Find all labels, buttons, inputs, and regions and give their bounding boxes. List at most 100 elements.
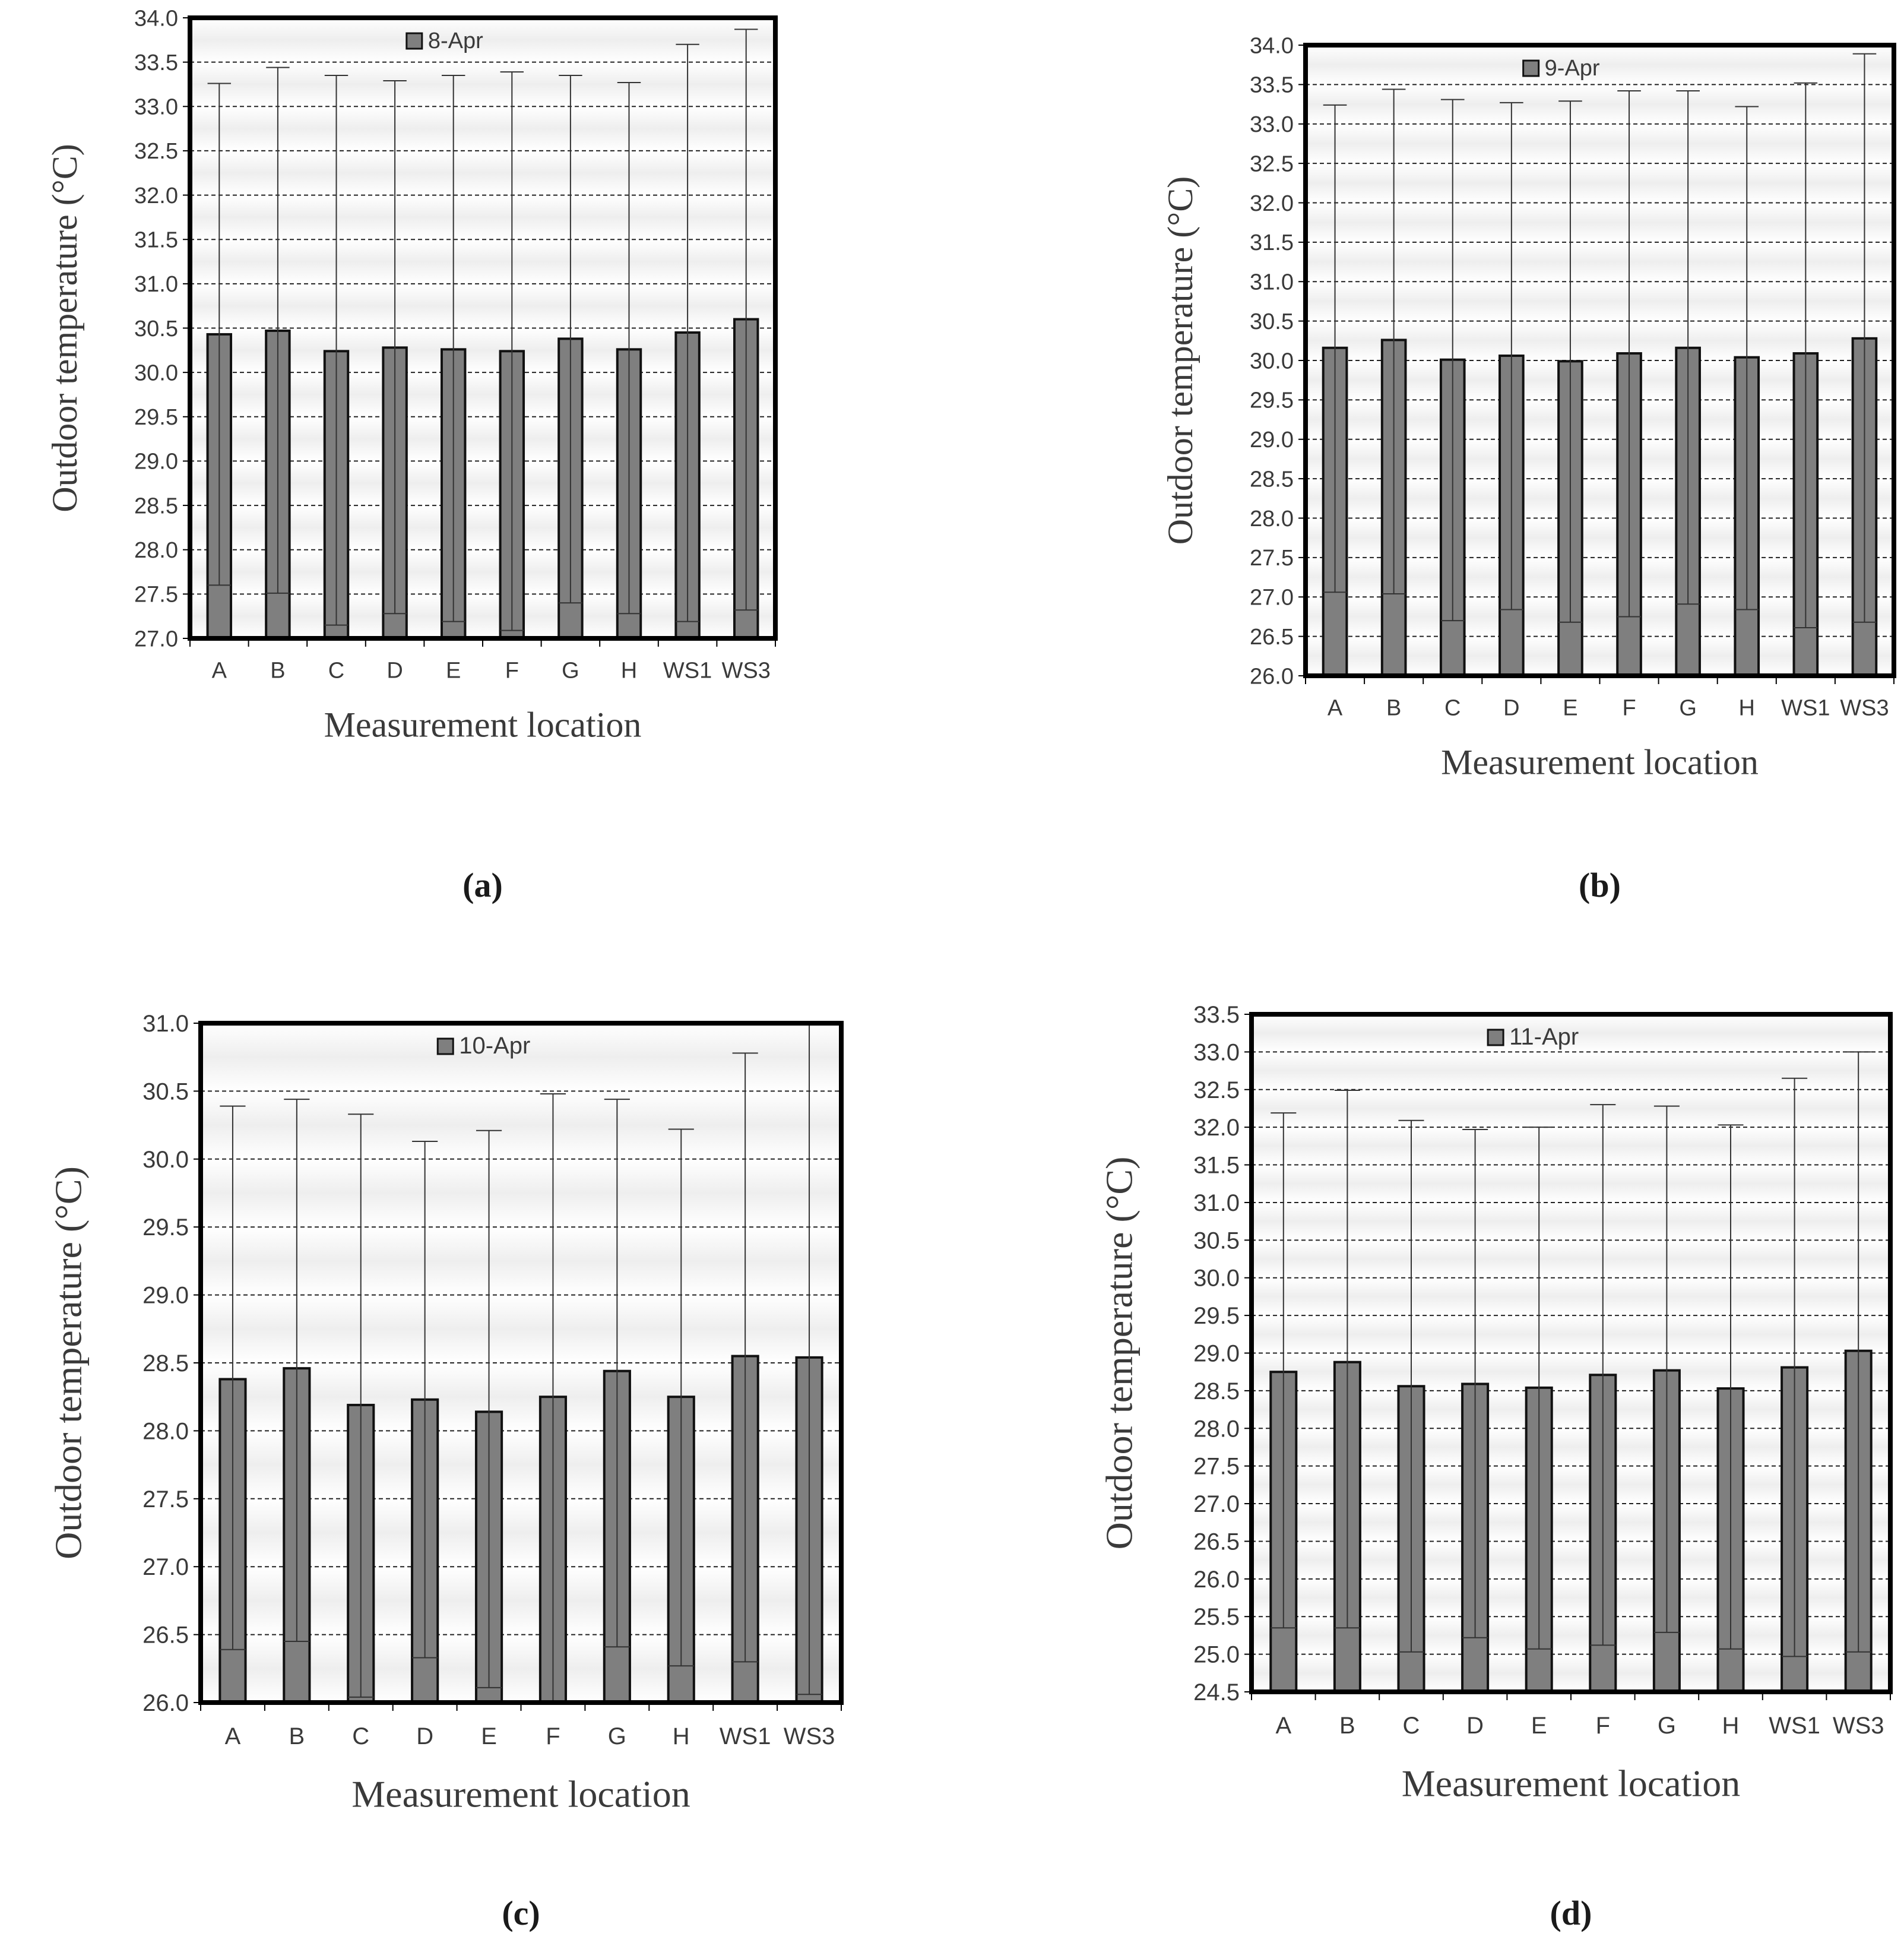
y-tick-label: 28.5 bbox=[1193, 1378, 1240, 1404]
x-tick-label: F bbox=[1596, 1713, 1610, 1739]
x-axis-title: Measurement location bbox=[1441, 743, 1759, 782]
y-tick-label: 29.0 bbox=[1250, 428, 1294, 453]
y-tick-label: 30.5 bbox=[142, 1078, 189, 1105]
x-tick-label: B bbox=[1339, 1713, 1355, 1739]
chart-panel-c: 26.0 26.5 27.0 27.5 28.0 28.5 29.0 29.5 30.0 30.5… bbox=[0, 975, 952, 1949]
y-tick-label: 27.0 bbox=[1250, 586, 1294, 610]
y-tick-label: 30.5 bbox=[1193, 1227, 1240, 1254]
y-tick-label: 28.0 bbox=[1193, 1416, 1240, 1442]
x-tick-label: WS3 bbox=[1833, 1713, 1884, 1739]
y-tick-label: 30.0 bbox=[1193, 1265, 1240, 1292]
background-band bbox=[201, 1227, 841, 1295]
y-tick-label: 27.5 bbox=[1193, 1454, 1240, 1480]
x-tick-label: D bbox=[386, 659, 403, 684]
y-tick-label: 33.0 bbox=[1250, 112, 1294, 137]
x-tick-label: D bbox=[416, 1723, 433, 1749]
x-tick-label: WS1 bbox=[720, 1723, 771, 1749]
x-tick-label: A bbox=[1328, 696, 1343, 721]
x-tick-label: WS1 bbox=[1769, 1713, 1820, 1739]
background-band bbox=[1252, 1202, 1890, 1241]
y-tick-label: 26.5 bbox=[142, 1622, 189, 1649]
plot-frame bbox=[198, 1021, 844, 1705]
x-axis-title: Measurement location bbox=[351, 1773, 690, 1815]
background-band bbox=[1252, 1052, 1890, 1090]
background-band bbox=[1306, 84, 1894, 124]
y-tick-label: 31.0 bbox=[1193, 1190, 1240, 1216]
background-band bbox=[201, 1023, 841, 1091]
y-tick-label: 28.5 bbox=[1250, 467, 1294, 492]
y-tick-label: 29.0 bbox=[142, 1283, 189, 1309]
y-tick-label: 33.5 bbox=[1250, 73, 1294, 98]
y-tick-label: 28.0 bbox=[134, 538, 178, 563]
x-tick-label: E bbox=[1531, 1713, 1547, 1739]
y-tick-label: 29.5 bbox=[142, 1214, 189, 1241]
background-band bbox=[1252, 1089, 1890, 1128]
x-tick-label: G bbox=[1658, 1713, 1676, 1739]
y-axis-title: Outdoor temperature (°C) bbox=[1161, 176, 1200, 545]
y-tick-label: 26.5 bbox=[1250, 625, 1294, 650]
y-tick-label: 33.5 bbox=[134, 50, 178, 75]
x-tick-label: WS1 bbox=[1781, 696, 1830, 721]
plot-frame bbox=[1303, 43, 1896, 678]
legend-label: 8-Apr bbox=[428, 29, 483, 53]
x-axis-title: Measurement location bbox=[1402, 1763, 1740, 1805]
y-tick-label: 32.0 bbox=[1193, 1115, 1240, 1141]
x-tick-label: D bbox=[1466, 1713, 1484, 1739]
y-tick-label: 30.0 bbox=[1250, 349, 1294, 374]
background-band bbox=[190, 106, 775, 151]
background-band bbox=[1252, 1277, 1890, 1316]
y-tick-label: 30.0 bbox=[142, 1147, 189, 1173]
background-band bbox=[190, 283, 775, 328]
legend-swatch bbox=[405, 32, 423, 50]
y-tick-label: 34.0 bbox=[134, 6, 178, 31]
y-tick-label: 29.0 bbox=[1193, 1341, 1240, 1367]
y-tick-label: 31.0 bbox=[1250, 270, 1294, 295]
y-tick-label: 29.5 bbox=[1193, 1303, 1240, 1329]
background-band bbox=[1306, 124, 1894, 164]
background-band bbox=[201, 1295, 841, 1363]
y-tick-label: 29.5 bbox=[1250, 388, 1294, 413]
y-tick-label: 29.0 bbox=[134, 450, 178, 474]
y-tick-label: 26.0 bbox=[142, 1690, 189, 1716]
y-tick-label: 30.0 bbox=[134, 360, 178, 385]
x-tick-label: H bbox=[1739, 696, 1755, 721]
y-tick-label: 34.0 bbox=[1250, 33, 1294, 58]
legend-swatch bbox=[1522, 59, 1540, 77]
y-tick-label: 26.5 bbox=[1193, 1529, 1240, 1555]
x-tick-label: H bbox=[1722, 1713, 1740, 1739]
panel-caption: (d) bbox=[1550, 1894, 1592, 1932]
x-tick-label: F bbox=[546, 1723, 560, 1749]
y-tick-label: 31.5 bbox=[134, 228, 178, 253]
background-band bbox=[1252, 1240, 1890, 1278]
background-band bbox=[1306, 203, 1894, 242]
x-tick-label: F bbox=[1622, 696, 1636, 721]
x-tick-label: D bbox=[1503, 696, 1519, 721]
chart-a: 27.0 27.5 28.0 28.5 29.0 29.5 30.0 30.5 31.0 31.5… bbox=[45, 6, 778, 904]
y-tick-label: 26.0 bbox=[1193, 1567, 1240, 1593]
legend-swatch bbox=[1487, 1029, 1504, 1046]
legend-label: 10-Apr bbox=[459, 1033, 530, 1059]
background-band bbox=[201, 1159, 841, 1227]
y-tick-label: 28.5 bbox=[134, 493, 178, 518]
x-tick-label: WS1 bbox=[663, 659, 712, 684]
panel-caption: (a) bbox=[462, 866, 503, 904]
y-tick-label: 32.0 bbox=[1250, 191, 1294, 216]
y-tick-label: 33.0 bbox=[134, 95, 178, 120]
x-tick-label: E bbox=[481, 1723, 497, 1749]
y-tick-label: 28.0 bbox=[1250, 507, 1294, 531]
y-tick-label: 28.0 bbox=[142, 1418, 189, 1444]
background-band bbox=[1306, 163, 1894, 203]
background-band bbox=[201, 1091, 841, 1159]
background-band bbox=[190, 239, 775, 284]
x-tick-label: C bbox=[1444, 696, 1461, 721]
y-tick-label: 32.0 bbox=[134, 183, 178, 208]
x-axis-title: Measurement location bbox=[324, 705, 642, 745]
y-tick-label: 32.5 bbox=[1250, 151, 1294, 176]
x-tick-label: G bbox=[562, 659, 579, 684]
y-tick-label: 33.5 bbox=[1193, 1002, 1240, 1028]
plot-frame bbox=[1249, 1012, 1893, 1694]
panel-caption: (b) bbox=[1579, 866, 1621, 904]
y-tick-label: 31.0 bbox=[142, 1011, 189, 1037]
x-tick-label: H bbox=[673, 1723, 690, 1749]
background-band bbox=[190, 195, 775, 240]
